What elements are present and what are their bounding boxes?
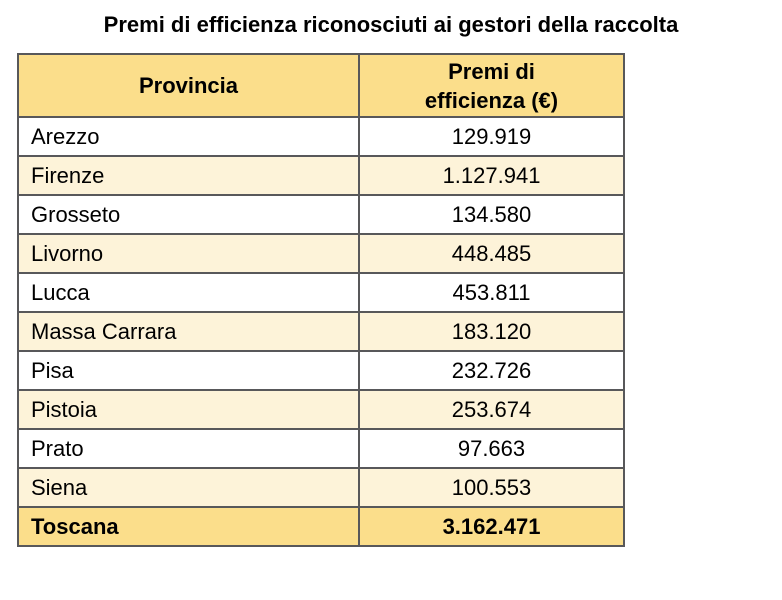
premi-value-cell: 183.120 (358, 311, 625, 352)
premi-value-cell: 453.811 (358, 272, 625, 313)
premi-value-cell: 232.726 (358, 350, 625, 391)
total-label-cell: Toscana (17, 506, 360, 547)
premi-value-cell: 1.127.941 (358, 155, 625, 196)
premi-value-cell: 129.919 (358, 116, 625, 157)
provincia-cell: Lucca (17, 272, 360, 313)
header-row: Provincia Premi di efficienza (€) (17, 53, 625, 118)
table-footer: Toscana 3.162.471 (17, 506, 625, 547)
table-row: Prato 97.663 (17, 428, 625, 469)
table-row: Pisa 232.726 (17, 350, 625, 391)
premi-value-cell: 134.580 (358, 194, 625, 235)
column-header-provincia: Provincia (17, 53, 360, 118)
table-row: Lucca 453.811 (17, 272, 625, 313)
provincia-cell: Arezzo (17, 116, 360, 157)
table-row: Livorno 448.485 (17, 233, 625, 274)
page-title: Premi di efficienza riconosciuti ai gest… (103, 12, 679, 37)
provincia-cell: Massa Carrara (17, 311, 360, 352)
provincia-cell: Pistoia (17, 389, 360, 430)
column-header-premi-efficienza: Premi di efficienza (€) (358, 53, 625, 118)
table-row: Grosseto 134.580 (17, 194, 625, 235)
table-row: Massa Carrara 183.120 (17, 311, 625, 352)
table-row: Pistoia 253.674 (17, 389, 625, 430)
provincia-cell: Siena (17, 467, 360, 508)
provincia-cell: Livorno (17, 233, 360, 274)
provincia-cell: Grosseto (17, 194, 360, 235)
provincia-cell: Firenze (17, 155, 360, 196)
total-row: Toscana 3.162.471 (17, 506, 625, 547)
provincia-cell: Prato (17, 428, 360, 469)
premi-value-cell: 100.553 (358, 467, 625, 508)
table-row: Firenze 1.127.941 (17, 155, 625, 196)
premi-value-cell: 253.674 (358, 389, 625, 430)
table-body: Arezzo 129.919 Firenze 1.127.941 Grosseto 134… (17, 116, 625, 508)
premi-value-cell: 448.485 (358, 233, 625, 274)
table-row: Arezzo 129.919 (17, 116, 625, 157)
table-header: Provincia Premi di efficienza (€) (17, 53, 625, 118)
provincia-cell: Pisa (17, 350, 360, 391)
premi-value-cell: 97.663 (358, 428, 625, 469)
table-row: Siena 100.553 (17, 467, 625, 508)
total-value-cell: 3.162.471 (358, 506, 625, 547)
premi-efficienza-table: Provincia Premi di efficienza (€) Arezzo… (17, 53, 625, 547)
